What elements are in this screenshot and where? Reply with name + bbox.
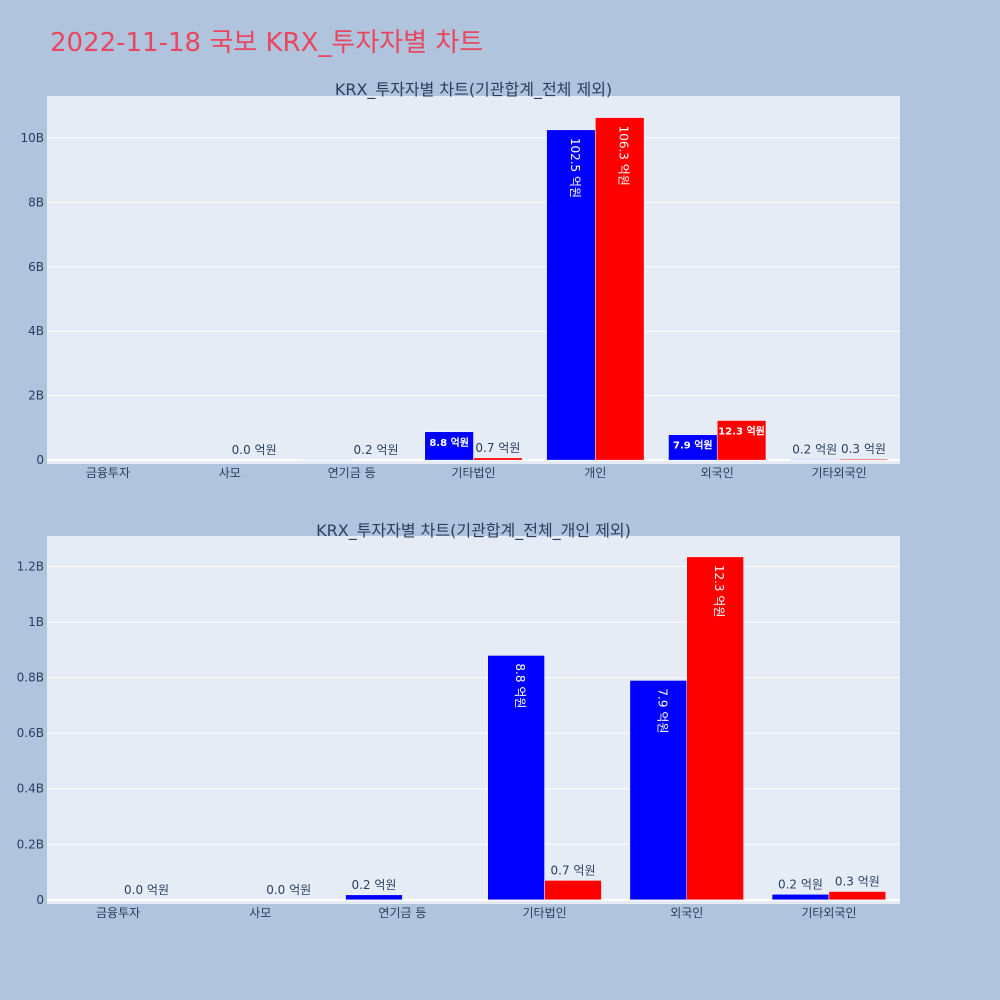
- y-tick-label: 0: [36, 453, 44, 467]
- bar: [668, 434, 718, 461]
- data-label: 0.0 억원: [124, 883, 169, 897]
- x-tick-label: 기타외국인: [801, 906, 856, 920]
- y-tick-label: 1.2B: [17, 560, 44, 574]
- data-label: 0.2 억원: [792, 442, 837, 456]
- x-tick-label: 기타외국인: [811, 466, 866, 480]
- y-tick-label: 0: [36, 893, 44, 907]
- data-label: 106.3 억원: [617, 126, 631, 186]
- data-label: 0.3 억원: [841, 442, 886, 456]
- bar: [771, 894, 830, 901]
- y-tick-label: 0.6B: [17, 726, 44, 740]
- bar: [629, 680, 688, 901]
- data-label: 0.0 억원: [232, 443, 277, 457]
- y-tick-label: 0.8B: [17, 671, 44, 685]
- data-label: 0.3 억원: [835, 875, 880, 889]
- y-tick-label: 1B: [28, 615, 44, 629]
- data-label: 8.8 억원: [513, 663, 527, 708]
- bar: [302, 459, 352, 461]
- bar: [686, 556, 744, 901]
- y-tick-label: 4B: [28, 324, 44, 338]
- data-label: 0.2 억원: [351, 878, 396, 892]
- plot-area: [47, 96, 900, 464]
- data-label: 8.8 억원: [429, 436, 469, 449]
- y-tick-label: 8B: [28, 195, 44, 209]
- bar: [838, 458, 889, 461]
- x-tick-label: 기타법인: [522, 906, 566, 920]
- x-tick-label: 연기금 등: [328, 466, 376, 480]
- bar: [424, 431, 474, 461]
- y-tick-label: 2B: [28, 389, 44, 403]
- bar: [546, 129, 596, 461]
- page-title: 2022-11-18 국보 KRX_투자자별 차트: [50, 28, 484, 58]
- x-tick-label: 외국인: [701, 466, 734, 480]
- data-label: 7.9 억원: [673, 439, 713, 452]
- x-tick-label: 연기금 등: [378, 906, 426, 920]
- chart-title: KRX_투자자별 차트(기관합계_전체 제외): [335, 80, 612, 100]
- x-tick-label: 금융투자: [86, 466, 130, 480]
- data-label: 0.0 억원: [266, 883, 311, 897]
- bar: [473, 457, 523, 461]
- data-label: 0.2 억원: [778, 877, 823, 891]
- y-tick-label: 0.2B: [17, 837, 44, 851]
- x-tick-label: 사모: [219, 466, 241, 480]
- bar: [544, 880, 602, 901]
- bar: [716, 420, 767, 461]
- data-label: 0.7 억원: [551, 863, 596, 877]
- x-tick-label: 외국인: [670, 906, 703, 920]
- bar: [487, 655, 545, 901]
- bar: [595, 117, 645, 461]
- x-tick-label: 금융투자: [96, 906, 140, 920]
- x-tick-label: 개인: [584, 466, 606, 480]
- bar: [790, 459, 840, 461]
- x-tick-label: 기타법인: [451, 466, 495, 480]
- data-label: 12.3 억원: [718, 424, 765, 437]
- y-tick-label: 6B: [28, 260, 44, 274]
- plot-area: [47, 536, 900, 904]
- data-label: 0.2 억원: [354, 443, 399, 457]
- bar: [828, 891, 887, 901]
- chart-title: KRX_투자자별 차트(기관합계_전체_개인 제외): [316, 521, 631, 541]
- data-label: 7.9 억원: [655, 688, 669, 733]
- data-label: 102.5 억원: [568, 138, 582, 198]
- y-tick-label: 0.4B: [17, 782, 44, 796]
- x-tick-label: 사모: [249, 906, 271, 920]
- y-tick-label: 10B: [20, 131, 44, 145]
- bar: [345, 894, 403, 901]
- data-label: 0.7 억원: [475, 441, 520, 455]
- data-label: 12.3 억원: [712, 565, 726, 618]
